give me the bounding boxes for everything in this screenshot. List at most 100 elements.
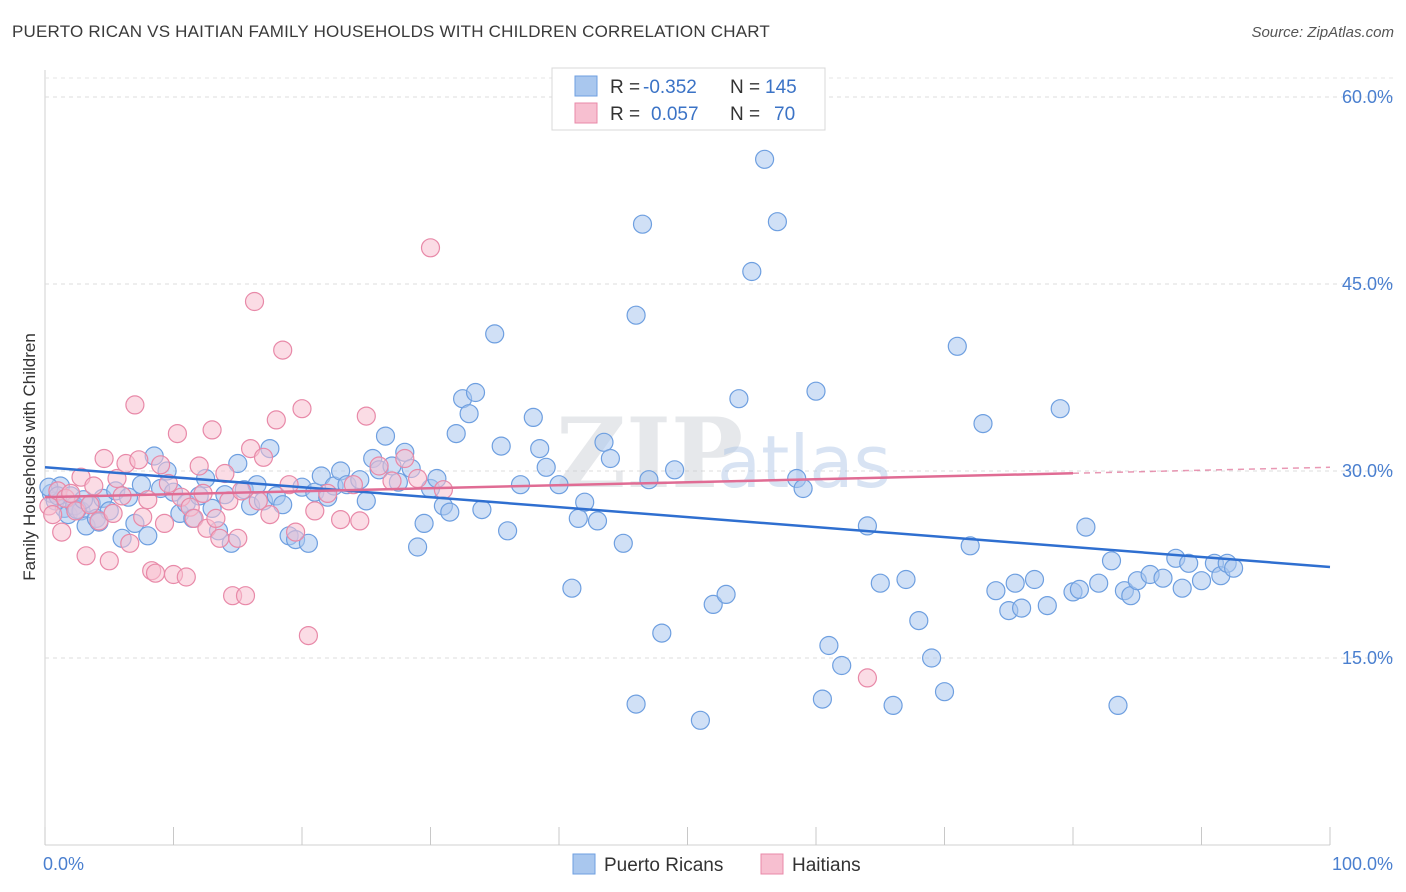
legend-n-label-0: N = [730, 77, 760, 98]
y-tick-label-30: 30.0% [1342, 461, 1393, 481]
point-haitians-18 [121, 534, 139, 552]
point-puerto-ricans-64 [441, 503, 459, 521]
legend-n-value-1: 70 [774, 104, 795, 125]
point-haitians-52 [274, 341, 292, 359]
point-haitians-47 [246, 293, 264, 311]
point-puerto-ricans-69 [473, 501, 491, 519]
point-puerto-ricans-122 [1090, 574, 1108, 592]
point-puerto-ricans-76 [537, 458, 555, 476]
y-tick-label-15: 15.0% [1342, 648, 1393, 668]
point-puerto-ricans-89 [666, 461, 684, 479]
legend-n-label-1: N = [730, 104, 760, 125]
point-haitians-29 [168, 425, 186, 443]
point-puerto-ricans-60 [415, 514, 433, 532]
point-puerto-ricans-139 [1109, 696, 1127, 714]
y-tick-label-45: 45.0% [1342, 274, 1393, 294]
point-haitians-55 [293, 400, 311, 418]
point-haitians-67 [422, 239, 440, 257]
point-puerto-ricans-18 [139, 527, 157, 545]
point-puerto-ricans-130 [1173, 579, 1191, 597]
point-puerto-ricans-123 [1103, 552, 1121, 570]
point-puerto-ricans-67 [460, 405, 478, 423]
point-puerto-ricans-98 [794, 480, 812, 498]
legend-r-value-0: -0.352 [643, 77, 697, 98]
point-puerto-ricans-71 [492, 437, 510, 455]
point-puerto-ricans-81 [589, 512, 607, 530]
bottom-legend-label-puerto-ricans: Puerto Ricans [604, 855, 723, 876]
point-puerto-ricans-104 [884, 696, 902, 714]
point-puerto-ricans-96 [768, 213, 786, 231]
point-haitians-61 [351, 512, 369, 530]
point-puerto-ricans-138 [813, 690, 831, 708]
point-puerto-ricans-114 [1006, 574, 1024, 592]
point-haitians-54 [287, 523, 305, 541]
y-tick-label-60: 60.0% [1342, 87, 1393, 107]
point-puerto-ricans-105 [897, 571, 915, 589]
point-puerto-ricans-78 [563, 579, 581, 597]
bottom-legend-label-haitians: Haitians [792, 855, 861, 876]
point-haitians-58 [319, 484, 337, 502]
point-puerto-ricans-120 [1070, 580, 1088, 598]
point-haitians-66 [409, 470, 427, 488]
legend-r-label-1: R = [610, 104, 640, 125]
point-haitians-19 [126, 396, 144, 414]
point-haitians-26 [156, 514, 174, 532]
point-haitians-65 [396, 450, 414, 468]
legend-n-value-0: 145 [765, 77, 797, 98]
point-puerto-ricans-73 [512, 476, 530, 494]
point-haitians-14 [104, 504, 122, 522]
point-puerto-ricans-103 [871, 574, 889, 592]
point-puerto-ricans-72 [499, 522, 517, 540]
bottom-legend: Puerto Ricans Haitians [573, 854, 861, 876]
point-haitians-13 [100, 552, 118, 570]
point-puerto-ricans-59 [409, 538, 427, 556]
point-puerto-ricans-117 [1038, 597, 1056, 615]
point-haitians-20 [130, 451, 148, 469]
point-puerto-ricans-87 [640, 471, 658, 489]
point-puerto-ricans-121 [1077, 518, 1095, 536]
chart-area: 15.0%30.0%45.0%60.0% ZIP atlas Family Ho… [0, 0, 1406, 892]
point-puerto-ricans-93 [730, 390, 748, 408]
point-puerto-ricans-111 [974, 415, 992, 433]
point-haitians-51 [267, 411, 285, 429]
legend-swatch-haitians [575, 103, 597, 123]
point-puerto-ricans-75 [531, 440, 549, 458]
point-puerto-ricans-128 [1154, 569, 1172, 587]
point-haitians-34 [190, 457, 208, 475]
point-puerto-ricans-92 [717, 585, 735, 603]
point-haitians-44 [233, 482, 251, 500]
point-puerto-ricans-85 [627, 306, 645, 324]
point-puerto-ricans-106 [910, 612, 928, 630]
point-puerto-ricans-65 [447, 425, 465, 443]
point-puerto-ricans-112 [987, 582, 1005, 600]
point-haitians-3 [53, 523, 71, 541]
point-puerto-ricans-137 [627, 695, 645, 713]
point-puerto-ricans-70 [486, 325, 504, 343]
bottom-legend-swatch-puerto-ricans [573, 854, 595, 874]
point-haitians-56 [299, 627, 317, 645]
point-haitians-62 [357, 407, 375, 425]
point-puerto-ricans-99 [807, 382, 825, 400]
x-tick-label-max: 100.0% [1332, 854, 1393, 874]
point-puerto-ricans-94 [743, 263, 761, 281]
point-puerto-ricans-86 [634, 215, 652, 233]
point-puerto-ricans-108 [936, 683, 954, 701]
point-puerto-ricans-115 [1013, 599, 1031, 617]
legend-r-value-1: 0.057 [651, 104, 699, 125]
point-puerto-ricans-118 [1051, 400, 1069, 418]
point-haitians-59 [332, 511, 350, 529]
point-haitians-57 [306, 502, 324, 520]
point-puerto-ricans-79 [569, 509, 587, 527]
point-puerto-ricans-116 [1026, 571, 1044, 589]
point-haitians-21 [134, 508, 152, 526]
point-puerto-ricans-88 [653, 624, 671, 642]
point-haitians-45 [237, 587, 255, 605]
point-haitians-43 [229, 529, 247, 547]
point-haitians-68 [434, 481, 452, 499]
point-puerto-ricans-132 [1193, 572, 1211, 590]
point-puerto-ricans-101 [833, 657, 851, 675]
point-haitians-24 [147, 564, 165, 582]
point-haitians-12 [95, 450, 113, 468]
point-haitians-49 [255, 448, 273, 466]
point-puerto-ricans-83 [601, 450, 619, 468]
